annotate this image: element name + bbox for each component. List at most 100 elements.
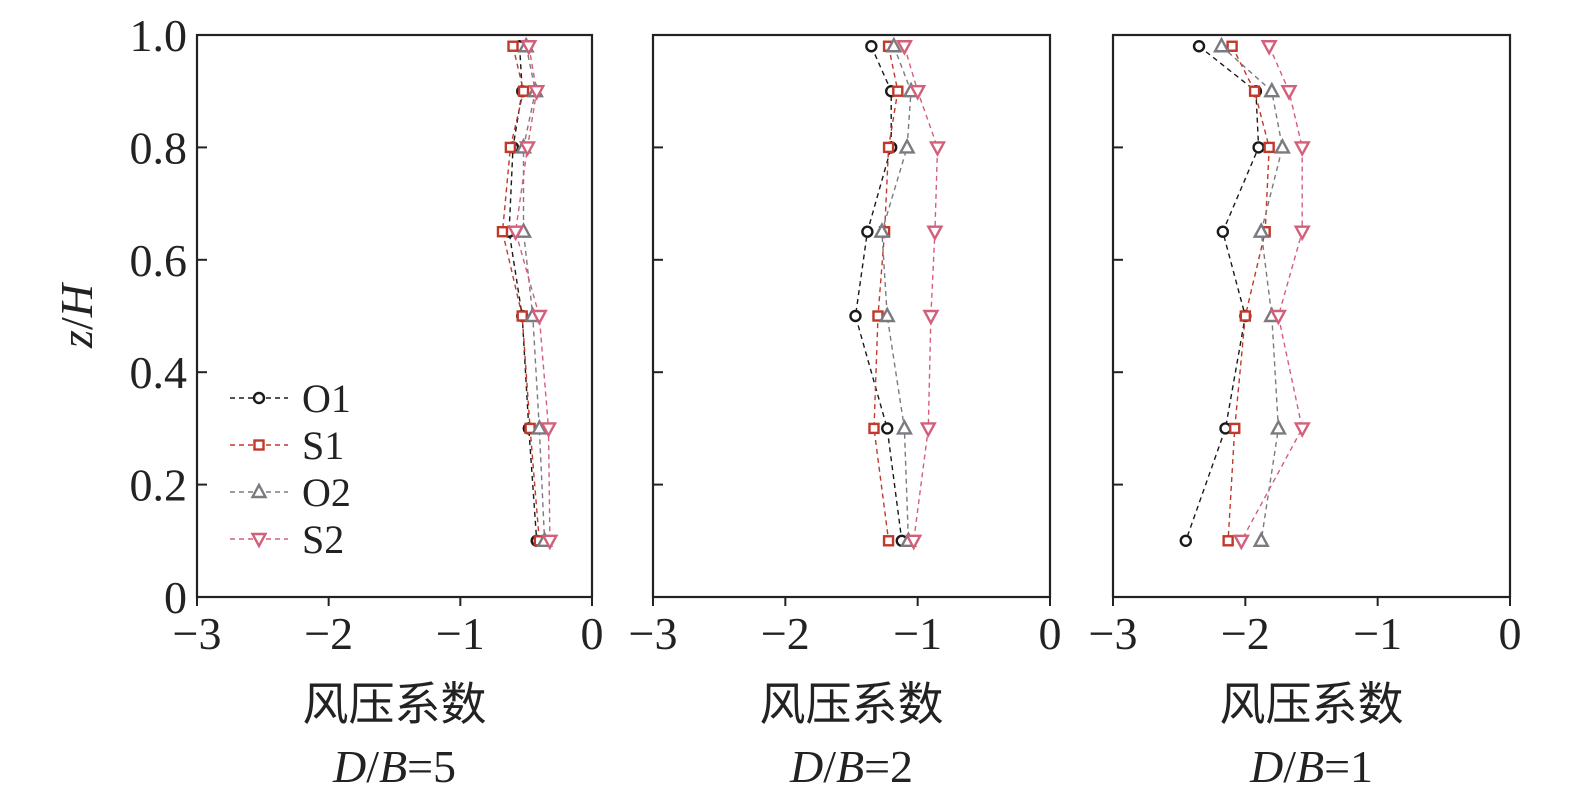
x-axis-title-1: 风压系数 [303,677,487,731]
series-s2-panel-3 [1232,40,1311,551]
data-point-s1 [1263,141,1275,154]
data-point-s2 [929,141,947,157]
panel-caption-2: D/B=2 [789,741,913,792]
x-tick-label: 0 [581,608,604,659]
panel-caption-3: D/B=1 [1249,741,1373,792]
series-line-s1 [501,46,540,541]
x-tick-label: 0 [1499,608,1522,659]
data-point-o2 [1269,418,1287,435]
data-point-s1 [1248,85,1261,97]
series-s2-panel-1 [507,40,559,551]
series-line-o2 [522,46,546,541]
y-tick-label: 0.2 [130,460,188,511]
legend-item-o2: O2 [230,470,351,515]
data-point-o2 [878,306,896,323]
series-s2-panel-2 [895,40,947,551]
data-point-s2 [919,422,937,438]
data-point-o2 [885,36,903,53]
data-point-s1 [517,85,530,97]
data-point-s2 [1232,534,1250,551]
series-line-o2 [881,45,912,541]
legend-item-s2: S2 [230,517,344,562]
data-point-o1 [1219,422,1232,435]
data-point-o2 [1263,81,1281,98]
data-point-s2 [1269,309,1287,326]
caption-D: D [789,741,823,792]
data-point-o2 [895,418,913,435]
data-point-s2 [1293,225,1311,242]
data-point-o2 [530,418,548,435]
y-axis-label: z/H [51,281,102,349]
x-tick-label: −1 [893,608,942,659]
legend-marker [253,439,265,451]
data-point-s2 [1293,422,1311,438]
data-point-s1 [882,535,895,547]
series-o2-panel-1 [515,36,554,547]
data-point-s1 [504,141,517,154]
data-point-s2 [530,309,548,326]
x-tick-label: −2 [304,608,353,659]
x-tick-label: −3 [629,608,678,659]
data-point-o2 [1252,531,1270,547]
caption-ratio: =5 [407,741,456,792]
legend-marker [250,482,268,499]
y-tick-label: 0.4 [130,347,188,398]
x-axis-title-2: 风压系数 [760,677,944,731]
data-point-s1 [868,422,880,435]
data-point-s2 [1260,40,1278,56]
series-line-s1 [1227,45,1270,541]
data-point-s1 [516,310,528,322]
data-point-o2 [898,137,916,154]
series-line-s2 [903,46,939,541]
data-point-s2 [520,40,538,56]
x-tick-label: −3 [1089,608,1138,659]
legend-item-s1: S1 [230,423,344,468]
data-point-s2 [905,534,923,551]
legend-label: O2 [302,470,351,515]
data-point-o1 [881,422,894,435]
data-point-s2 [922,309,940,326]
data-point-s2 [1280,84,1298,101]
data-point-s2 [540,422,558,438]
series-o1-panel-1 [502,40,543,547]
caption-ratio: =2 [864,741,913,792]
series-o1-panel-2 [849,40,908,547]
series-line-o2 [1221,45,1284,541]
data-point-s1 [1226,40,1238,52]
x-tick-label: −1 [436,608,485,659]
data-point-s1 [1222,535,1234,547]
y-tick-label: 0.8 [130,122,188,173]
plot-frame-2 [651,33,1052,599]
caption-ratio: =1 [1324,741,1373,792]
y-axis-label-slash: / [51,317,102,330]
legend-label: S2 [302,517,344,562]
legend-item-o1: O1 [230,376,351,421]
legend-label: S1 [302,423,344,468]
chart-panel-2: −3 −2 −1 0 风压系数 D/B=2 [629,33,1062,792]
legend-marker [250,532,268,549]
data-point-s1 [892,85,904,97]
x-tick-label: 0 [1039,608,1062,659]
data-point-s2 [518,141,536,157]
data-point-s2 [909,84,927,101]
data-point-o1 [1252,141,1265,154]
data-point-o1 [861,225,874,238]
caption-slash: / [1283,741,1296,792]
y-axis-label-H: H [51,281,102,318]
data-point-s1 [507,40,519,52]
data-point-s2 [926,225,944,242]
series-s1-panel-3 [1222,40,1275,547]
data-point-o1 [865,40,878,53]
data-point-s2 [1293,141,1311,157]
data-point-s2 [507,225,525,242]
panel-caption-1: D/B=5 [332,741,456,792]
plot-frame-1 [195,33,594,599]
caption-B: B [1296,741,1324,792]
series-o2-panel-3 [1212,36,1291,547]
caption-B: B [836,741,864,792]
data-point-s2 [528,84,546,101]
y-tick-label: 0 [164,572,187,623]
caption-D: D [332,741,366,792]
